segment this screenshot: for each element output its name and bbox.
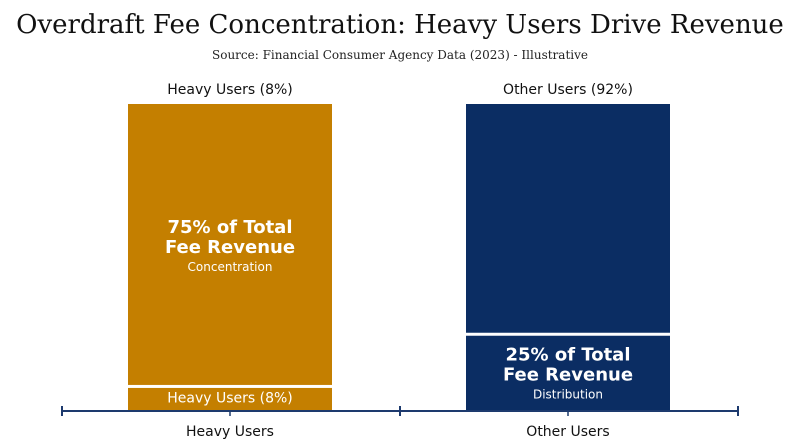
segment-label-1-0-1: Fee Revenue xyxy=(503,365,633,386)
chart-title: Overdraft Fee Concentration: Heavy Users… xyxy=(16,10,784,40)
bar-segment-1-0 xyxy=(466,334,670,411)
x-tick-label-0: Heavy Users xyxy=(186,424,274,440)
segment-divider-0-1 xyxy=(128,384,332,388)
bar-segment-0-0 xyxy=(128,386,332,411)
segment-label-0-1-0: 75% of Total xyxy=(168,217,293,238)
segment-divider-1-1 xyxy=(466,332,670,336)
bar-segment-1-1 xyxy=(466,104,670,335)
x-tick-label-1: Other Users xyxy=(526,424,609,440)
segment-sublabel-1-0: Distribution xyxy=(533,388,603,402)
column-header-0: Heavy Users (8%) xyxy=(167,82,293,98)
bar-segment-0-1 xyxy=(128,104,332,387)
column-header-1: Other Users (92%) xyxy=(503,82,633,98)
segment-label-0-0-0: Heavy Users (8%) xyxy=(167,391,293,407)
chart-subtitle: Source: Financial Consumer Agency Data (… xyxy=(212,48,588,62)
segment-label-0-1-1: Fee Revenue xyxy=(165,237,295,258)
segment-sublabel-0-1: Concentration xyxy=(188,260,273,274)
segment-label-1-0-0: 25% of Total xyxy=(506,345,631,366)
